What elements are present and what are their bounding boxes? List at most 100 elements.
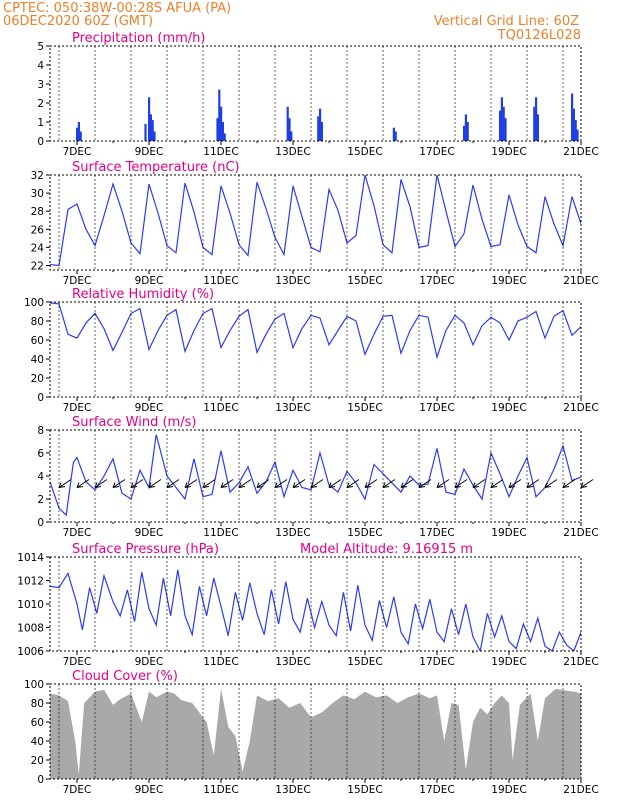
y-tick-label: 40	[31, 736, 44, 748]
precip-bar	[319, 108, 322, 141]
wind-arrow	[274, 479, 288, 488]
rh-title: Relative Humidity (%)	[72, 287, 214, 302]
x-tick-label: 15DEC	[347, 656, 382, 668]
y-tick-label: 1	[37, 117, 44, 129]
panel-rh: 0 20 40 60 80 100 7DEC 9DEC 11DEC 13DEC 15DEC 17DEC…	[24, 287, 599, 414]
precip-bar	[466, 122, 469, 141]
wind-arrow	[58, 479, 72, 488]
precip-bar	[394, 131, 397, 141]
x-tick-label: 15DEC	[347, 146, 382, 158]
wind-title: Surface Wind (m/s)	[72, 415, 196, 430]
x-tick-label: 13DEC	[275, 656, 310, 668]
precip-bar	[500, 97, 503, 141]
wind-arrowhead	[472, 482, 480, 488]
x-tick-label: 7DEC	[63, 656, 92, 668]
model-altitude-annotation: Model Altitude: 9.16915 m	[300, 542, 473, 557]
precip-bar	[463, 125, 466, 141]
x-tick-label: 9DEC	[135, 146, 164, 158]
wind-arrow	[328, 479, 342, 488]
wind-arrowhead	[58, 482, 66, 488]
x-tick-label: 7DEC	[63, 527, 92, 539]
x-tick-label: 15DEC	[347, 784, 382, 796]
wind-arrow	[418, 479, 432, 488]
y-tick-label: 28	[31, 206, 44, 218]
wind-arrowhead	[220, 482, 228, 488]
wind-line	[50, 434, 581, 517]
x-tick-label: 11DEC	[203, 784, 238, 796]
header-date: 06DEC2020 60Z (GMT)	[3, 14, 153, 29]
wind-arrow	[526, 479, 540, 488]
wind-arrow	[112, 479, 126, 488]
wind-arrow	[580, 479, 594, 488]
x-tick-label: 7DEC	[63, 784, 92, 796]
wind-arrowhead	[310, 482, 318, 488]
x-tick-label: 19DEC	[491, 656, 526, 668]
y-tick-label: 40	[31, 354, 44, 366]
precip-bar	[504, 118, 507, 141]
y-tick-label: 26	[31, 224, 45, 236]
wind-arrow	[184, 479, 198, 488]
wind-arrowhead	[328, 482, 336, 488]
x-tick-label: 21DEC	[563, 275, 598, 287]
x-tick-label: 17DEC	[419, 656, 454, 668]
x-tick-label: 17DEC	[419, 402, 454, 414]
wind-arrow	[130, 479, 144, 488]
precip-bar	[149, 114, 152, 141]
precip-bar	[392, 127, 395, 141]
wind-arrowhead	[562, 482, 570, 488]
plot-frame	[49, 683, 582, 780]
wind-arrowhead	[94, 482, 102, 488]
pres-line	[50, 569, 581, 651]
y-tick-label: 30	[31, 188, 44, 200]
x-tick-label: 15DEC	[347, 402, 382, 414]
y-tick-label: 1012	[17, 576, 44, 588]
wind-arrow	[310, 479, 324, 488]
precip-bar	[220, 106, 223, 141]
wind-arrow	[508, 479, 522, 488]
x-tick-label: 13DEC	[275, 146, 310, 158]
x-tick-label: 17DEC	[419, 275, 454, 287]
wind-arrowhead	[526, 482, 534, 488]
wind-arrow	[364, 479, 378, 488]
y-tick-label: 4	[37, 471, 44, 483]
wind-arrowhead	[490, 482, 498, 488]
wind-arrowhead	[274, 482, 282, 488]
y-tick-label: 1008	[17, 623, 44, 635]
x-tick-label: 17DEC	[419, 784, 454, 796]
precip-bar	[216, 118, 219, 141]
y-tick-label: 100	[24, 679, 44, 691]
y-tick-label: 3	[37, 79, 44, 91]
x-tick-label: 7DEC	[63, 146, 92, 158]
y-tick-label: 0	[37, 517, 44, 529]
precip-bar	[77, 122, 80, 141]
x-tick-label: 11DEC	[203, 656, 238, 668]
x-tick-label: 19DEC	[491, 146, 526, 158]
precip-bar	[536, 114, 539, 141]
wind-arrow	[166, 479, 180, 488]
x-tick-label: 21DEC	[563, 527, 598, 539]
y-tick-label: 1006	[17, 646, 44, 658]
y-tick-label: 32	[31, 170, 44, 182]
x-tick-label: 19DEC	[491, 275, 526, 287]
x-tick-label: 13DEC	[275, 527, 310, 539]
wind-arrow	[400, 479, 414, 488]
header-station: CPTEC: 050:38W-00:28S AFUA (PA)	[3, 1, 231, 16]
y-tick-label: 2	[37, 98, 44, 110]
wind-arrowhead	[130, 482, 138, 488]
header-vertical-grid: Vertical Grid Line: 60Z	[434, 14, 579, 29]
x-tick-label: 9DEC	[135, 784, 164, 796]
x-tick-label: 13DEC	[275, 402, 310, 414]
y-tick-label: 0	[37, 774, 44, 786]
temp-title: Surface Temperature (nC)	[72, 160, 240, 175]
plot-frame	[49, 556, 582, 652]
wind-arrowhead	[112, 482, 120, 488]
wind-arrowhead	[400, 482, 408, 488]
y-tick-label: 100	[24, 297, 44, 309]
precip-bar	[221, 122, 224, 141]
plot-frame	[49, 174, 582, 271]
panel-wind: 0 2 4 6 8 7DEC 9DEC 11DEC 13DEC 15DEC 17DEC 19DEC 21…	[37, 415, 598, 539]
precip-bar	[288, 118, 291, 141]
wind-arrow	[94, 479, 108, 488]
